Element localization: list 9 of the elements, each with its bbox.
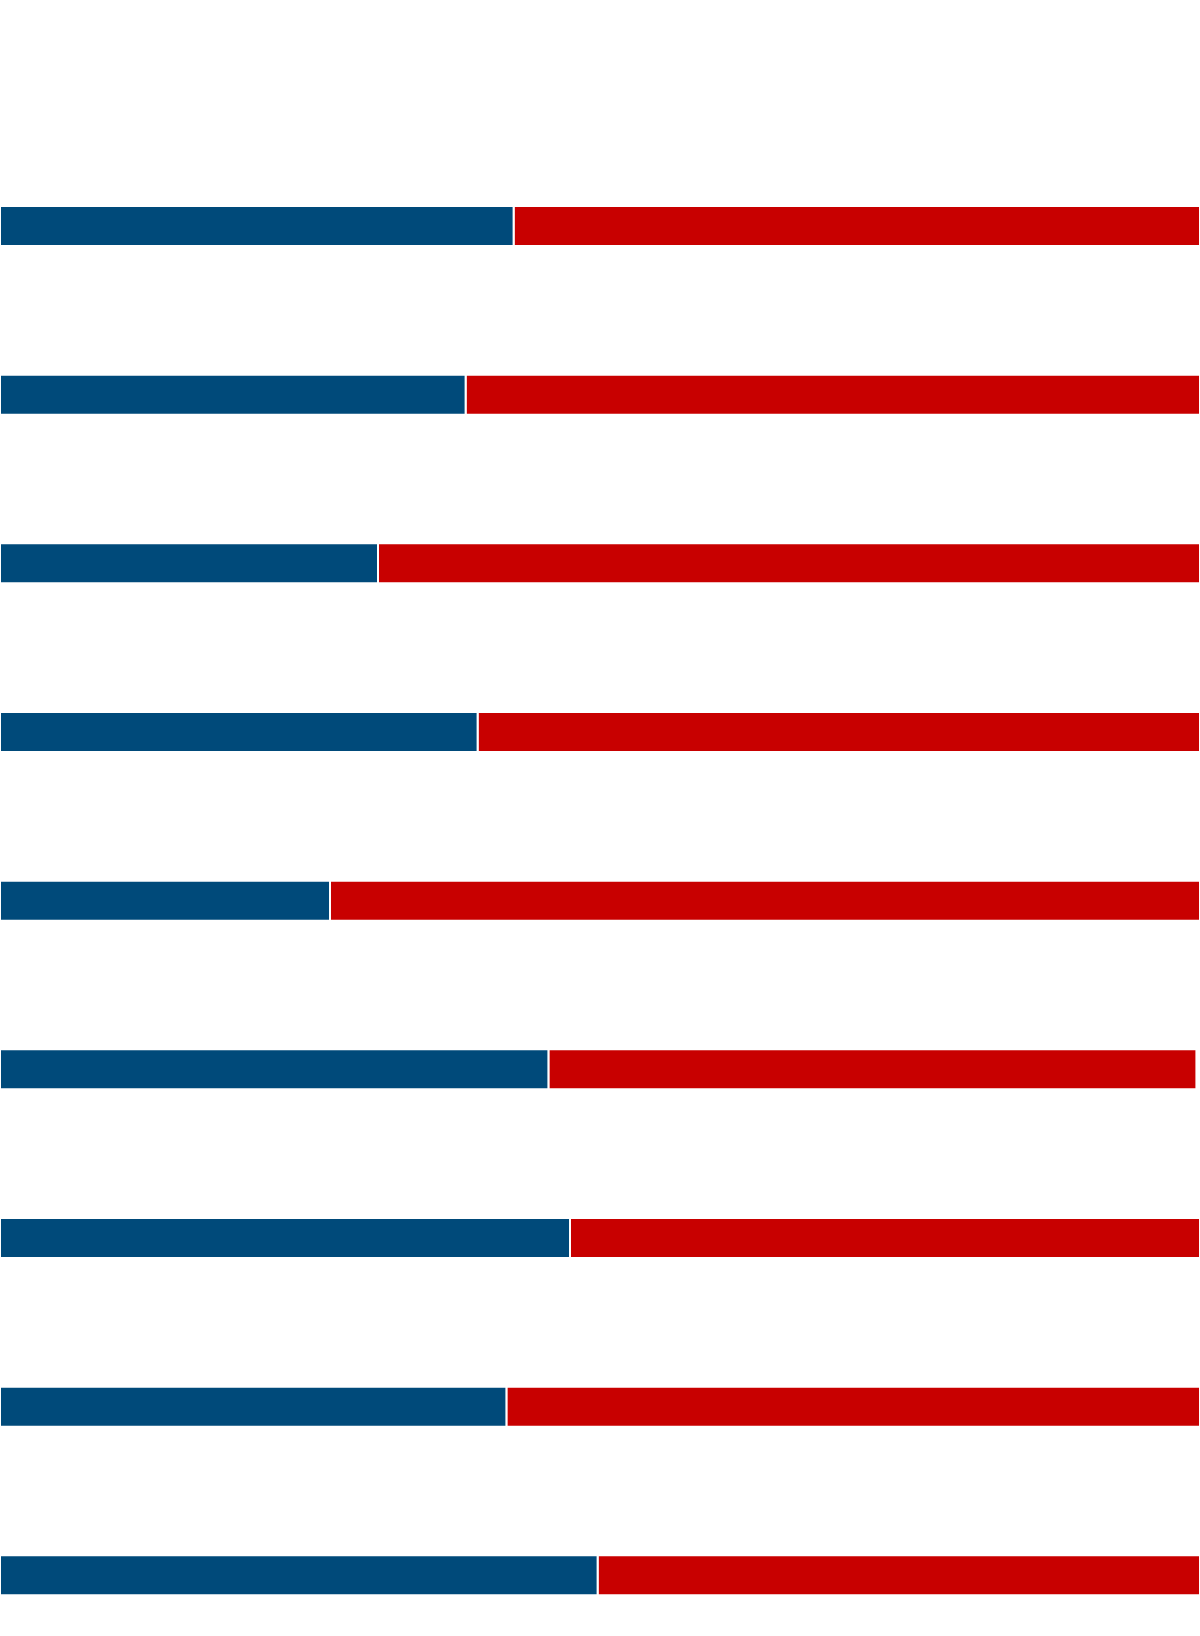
bar (464, 373, 1200, 416)
bar (476, 710, 1200, 753)
bar (329, 879, 1200, 922)
bar (377, 542, 1200, 585)
bar (569, 1216, 1200, 1259)
bar (512, 205, 1200, 248)
bar (547, 1048, 1198, 1091)
bar (505, 1385, 1200, 1428)
bar (596, 1554, 1200, 1597)
